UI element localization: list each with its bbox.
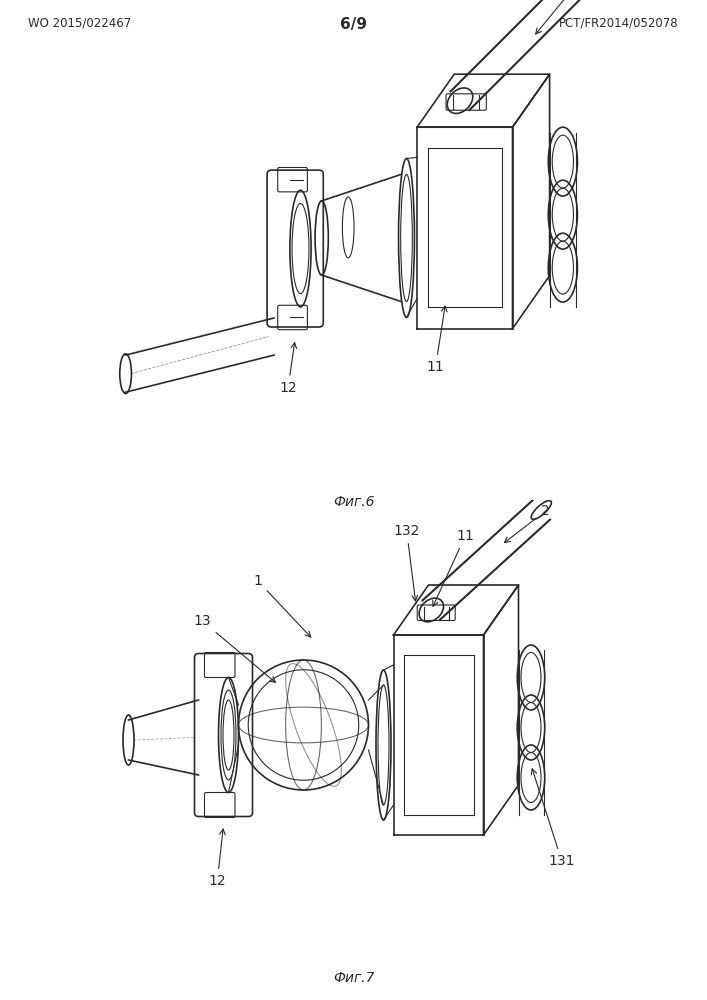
Text: 12: 12 (209, 829, 226, 888)
Text: 13: 13 (194, 614, 276, 682)
Text: 2: 2 (536, 0, 584, 34)
Text: 11: 11 (426, 306, 447, 374)
Text: 1: 1 (254, 574, 311, 637)
Text: 11: 11 (433, 529, 474, 606)
Text: 132: 132 (394, 524, 420, 601)
Text: WO 2015/022467: WO 2015/022467 (28, 17, 132, 30)
Text: Фиг.7: Фиг.7 (333, 971, 374, 985)
Text: 131: 131 (531, 769, 575, 868)
Text: Фиг.6: Фиг.6 (333, 495, 374, 509)
Text: PCT/FR2014/052078: PCT/FR2014/052078 (559, 17, 679, 30)
Text: 6/9: 6/9 (340, 17, 367, 32)
Text: 2: 2 (505, 504, 550, 543)
Text: 12: 12 (279, 343, 297, 395)
